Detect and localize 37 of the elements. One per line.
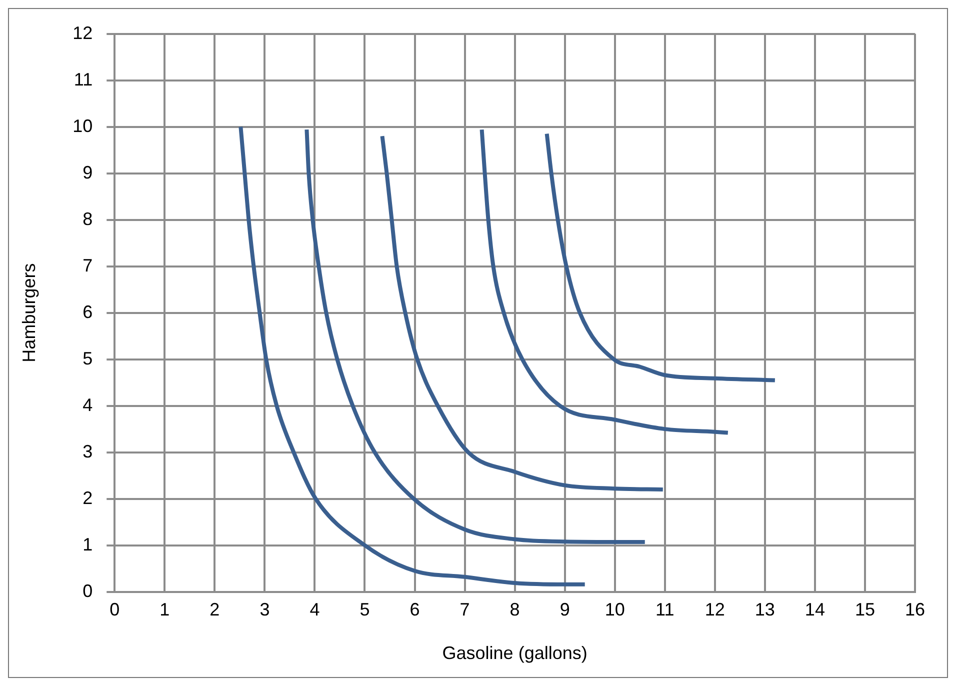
x-tick-label: 8 (510, 600, 520, 620)
x-tick-label: 10 (604, 600, 625, 620)
y-tick-label: 10 (72, 116, 93, 136)
y-tick-label: 0 (82, 580, 93, 601)
y-tick-label: 6 (82, 302, 93, 322)
x-tick-label: 2 (210, 600, 220, 620)
line-series (238, 124, 587, 586)
x-tick-label: 4 (310, 600, 320, 620)
x-tick-label: 9 (560, 600, 570, 620)
x-tick-label: 12 (704, 600, 725, 620)
y-tick-label: 12 (72, 22, 93, 43)
line-series (304, 128, 647, 544)
y-axis-title: Hamburgers (18, 263, 39, 362)
x-tick-label: 14 (804, 600, 825, 620)
x-tick-label: 3 (260, 600, 270, 620)
line-series (544, 132, 777, 382)
line-series (480, 128, 730, 435)
x-tick-label: 16 (904, 600, 926, 620)
y-tick-label: 3 (82, 441, 93, 462)
y-tick-label: 11 (74, 69, 93, 90)
x-axis-title: Gasoline (gallons) (442, 643, 588, 664)
line-series (380, 134, 665, 492)
x-tick-label: 5 (360, 600, 370, 620)
x-tick-label: 13 (754, 600, 775, 620)
y-tick-label: 2 (82, 488, 93, 508)
x-tick-label: 15 (854, 600, 875, 620)
x-tick-label: 6 (410, 600, 420, 620)
x-tick-label: 7 (460, 600, 470, 620)
y-tick-label: 8 (82, 208, 93, 229)
x-tick-label: 1 (160, 600, 170, 620)
y-tick-label: 9 (82, 162, 93, 182)
y-tick-label: 7 (82, 255, 93, 276)
y-tick-label: 4 (82, 394, 93, 415)
y-tick-label: 5 (82, 348, 93, 368)
x-tick-label: 0 (110, 600, 120, 620)
y-tick-label: 1 (82, 534, 93, 554)
x-tick-label: 11 (656, 600, 674, 620)
